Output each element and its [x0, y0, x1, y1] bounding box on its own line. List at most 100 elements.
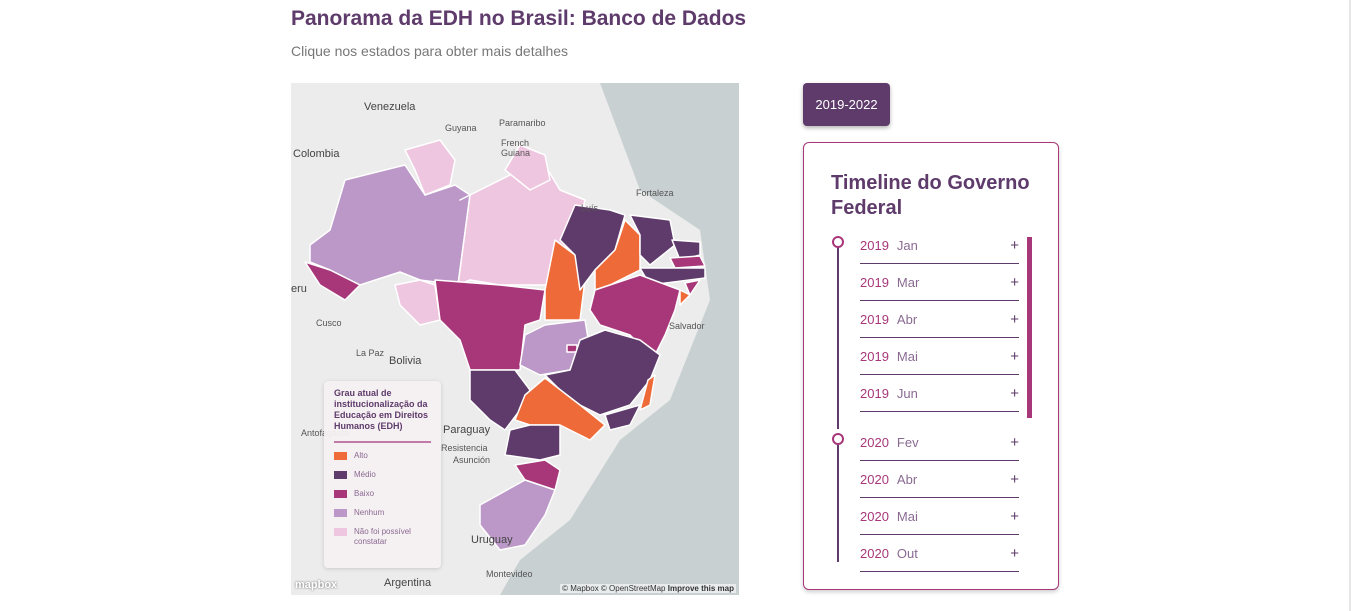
timeline-month: Fev	[896, 434, 919, 450]
legend-swatch	[334, 452, 347, 460]
map-label: Venezuela	[364, 101, 416, 113]
plus-icon[interactable]: +	[1010, 433, 1019, 451]
legend-item: Médio	[334, 470, 431, 480]
state-rr[interactable]	[404, 139, 456, 196]
timeline-item[interactable]: 2019 Abr +	[860, 301, 1019, 338]
timeline-item[interactable]: 2019 Mar +	[860, 264, 1019, 301]
state-pr[interactable]	[504, 424, 561, 461]
state-se[interactable]	[679, 289, 691, 306]
legend-item: Baixo	[334, 489, 431, 499]
timeline-month: Abr	[896, 471, 918, 487]
map-label: Fortaleza	[636, 188, 674, 198]
timeline-month: Jan	[896, 237, 918, 253]
timeline-month: Mai	[896, 508, 918, 524]
map-legend: Grau atual de institucionalização da Edu…	[324, 381, 441, 568]
state-ms[interactable]	[469, 369, 531, 431]
timeline-item[interactable]: 2020 Out +	[860, 535, 1019, 572]
timeline-line	[837, 444, 839, 562]
timeline-title: Timeline do Governo Federal	[831, 172, 1030, 219]
map-label: Guyana	[445, 123, 477, 133]
state-mg[interactable]	[544, 329, 661, 416]
state-es[interactable]	[639, 374, 656, 411]
plus-icon[interactable]: +	[1010, 507, 1019, 525]
map-label: Uruguay	[471, 534, 513, 546]
plus-icon[interactable]: +	[1010, 470, 1019, 488]
map-label: Asunción	[453, 455, 491, 465]
map-label: Paraguay	[443, 424, 491, 436]
timeline-line	[837, 247, 839, 429]
attribution-text[interactable]: © Mapbox © OpenStreetMap	[562, 584, 666, 593]
timeline-month: Abr	[896, 311, 918, 327]
timeline-item[interactable]: 2019 Jun +	[860, 375, 1019, 412]
legend-swatch	[334, 509, 347, 517]
legend-swatch	[334, 528, 347, 536]
state-df[interactable]	[566, 344, 578, 353]
state-rs[interactable]	[479, 479, 556, 551]
legend-label: Médio	[354, 470, 376, 479]
state-pb[interactable]	[669, 255, 706, 269]
timeline-year: 2019	[860, 385, 889, 401]
state-ce[interactable]	[629, 214, 676, 266]
timeline-year: 2020	[860, 508, 889, 524]
map-label: Salvador	[669, 321, 705, 331]
timeline-year: 2020	[860, 471, 889, 487]
mapbox-logo[interactable]: mapbox	[295, 579, 338, 591]
map-label: Argentina	[384, 577, 432, 589]
timeline-item[interactable]: 2019 Jan +	[860, 227, 1019, 264]
map-label: eru	[291, 283, 307, 295]
timeline-scroll-indicator[interactable]	[1027, 237, 1032, 418]
legend-item: Alto	[334, 451, 431, 461]
state-ac[interactable]	[304, 261, 361, 301]
scrollbar[interactable]	[1349, 0, 1351, 611]
legend-item: Não foi possível constatar	[334, 527, 431, 547]
plus-icon[interactable]: +	[1010, 347, 1019, 365]
timeline-year: 2019	[860, 348, 889, 364]
plus-icon[interactable]: +	[1010, 273, 1019, 291]
timeline-year: 2019	[860, 237, 889, 253]
legend-label: Baixo	[354, 489, 375, 498]
plus-icon[interactable]: +	[1010, 236, 1019, 254]
timeline-year: 2020	[860, 434, 889, 450]
timeline-item[interactable]: 2020 Mai +	[860, 498, 1019, 535]
timeline-year: 2019	[860, 274, 889, 290]
brazil-map[interactable]: Venezuela Guyana Paramaribo French Guian…	[291, 83, 739, 595]
legend-divider	[334, 441, 431, 443]
map-label: Cusco	[316, 318, 342, 328]
legend-label: Não foi possível constatar	[354, 527, 411, 546]
state-rj[interactable]	[604, 404, 641, 431]
page-title: Panorama da EDH no Brasil: Banco de Dado…	[291, 7, 747, 30]
timeline-dot-icon	[832, 236, 844, 248]
map-label: Luís	[581, 203, 599, 213]
timeline-item[interactable]: 2020 Abr +	[860, 461, 1019, 498]
legend-label: Nenhum	[354, 508, 385, 517]
map-label: Bolivia	[389, 355, 422, 367]
timeline-year: 2019	[860, 311, 889, 327]
map-label: Colombia	[293, 148, 340, 160]
state-rn[interactable]	[671, 239, 701, 261]
state-sc[interactable]	[514, 459, 561, 491]
period-button[interactable]: 2019-2022	[803, 83, 890, 126]
timeline-dot-icon	[832, 433, 844, 445]
map-label: Paramaribo	[499, 118, 546, 128]
plus-icon[interactable]: +	[1010, 310, 1019, 328]
page-subtitle: Clique nos estados para obter mais detal…	[291, 43, 569, 59]
timeline-item[interactable]: 2020 Fev +	[860, 424, 1019, 461]
timeline-month: Mai	[896, 348, 918, 364]
state-al[interactable]	[684, 279, 701, 296]
legend-label: Alto	[354, 451, 368, 460]
map-attribution: © Mapbox © OpenStreetMap Improve this ma…	[560, 584, 736, 593]
plus-icon[interactable]: +	[1010, 544, 1019, 562]
state-ap[interactable]	[504, 144, 551, 191]
legend-title: Grau atual de institucionalização da Edu…	[334, 388, 429, 431]
improve-map-link[interactable]: Improve this map	[667, 584, 734, 593]
timeline-item[interactable]: 2019 Mai +	[860, 338, 1019, 375]
timeline-month: Jun	[896, 385, 918, 401]
map-label: La Paz	[356, 348, 385, 358]
legend-item: Nenhum	[334, 508, 431, 518]
plus-icon[interactable]: +	[1010, 384, 1019, 402]
legend-swatch	[334, 471, 347, 479]
legend-swatch	[334, 490, 347, 498]
map-label: French Guiana	[501, 138, 531, 158]
map-label: Montevideo	[486, 569, 533, 579]
timeline-month: Mar	[896, 274, 920, 290]
